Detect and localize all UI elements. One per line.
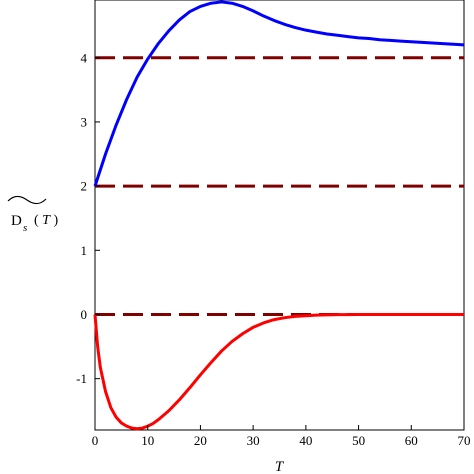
y-axis-ticks: -1 0 1 2 3 4 bbox=[76, 50, 100, 386]
x-tick-label: 20 bbox=[194, 433, 207, 448]
y-axis-label-close-paren: ) bbox=[53, 213, 58, 228]
y-axis-label-variable: T bbox=[42, 213, 51, 228]
x-tick-label: 50 bbox=[352, 433, 365, 448]
y-tick-label: 0 bbox=[81, 307, 88, 322]
x-tick-label: 70 bbox=[458, 433, 471, 448]
y-tick-label: 4 bbox=[81, 50, 88, 65]
tilde-accent bbox=[7, 195, 47, 205]
series-line-0 bbox=[93, 0, 465, 187]
x-tick-label: 10 bbox=[141, 433, 154, 448]
x-axis-label: T bbox=[275, 459, 285, 474]
x-tick-label: 60 bbox=[405, 433, 418, 448]
y-axis-label: D s ( T ) bbox=[7, 195, 58, 234]
y-axis-label-main: D bbox=[11, 213, 22, 229]
y-axis-label-argument: ( T ) bbox=[34, 213, 58, 228]
x-axis-ticks: 0 10 20 30 40 50 60 70 bbox=[92, 425, 471, 448]
y-tick-label: 3 bbox=[81, 114, 88, 129]
y-tick-label: -1 bbox=[76, 371, 87, 386]
series-layer bbox=[93, 0, 465, 431]
y-axis-label-subscript: s bbox=[23, 222, 27, 234]
y-tick-label: 2 bbox=[81, 179, 88, 194]
x-tick-label: 0 bbox=[92, 433, 99, 448]
x-tick-label: 40 bbox=[299, 433, 312, 448]
y-axis-label-open-paren: ( bbox=[34, 213, 39, 228]
y-tick-label: 1 bbox=[81, 243, 88, 258]
plot-frame bbox=[94, 0, 465, 431]
series-line-1 bbox=[93, 312, 464, 431]
x-tick-label: 30 bbox=[247, 433, 260, 448]
